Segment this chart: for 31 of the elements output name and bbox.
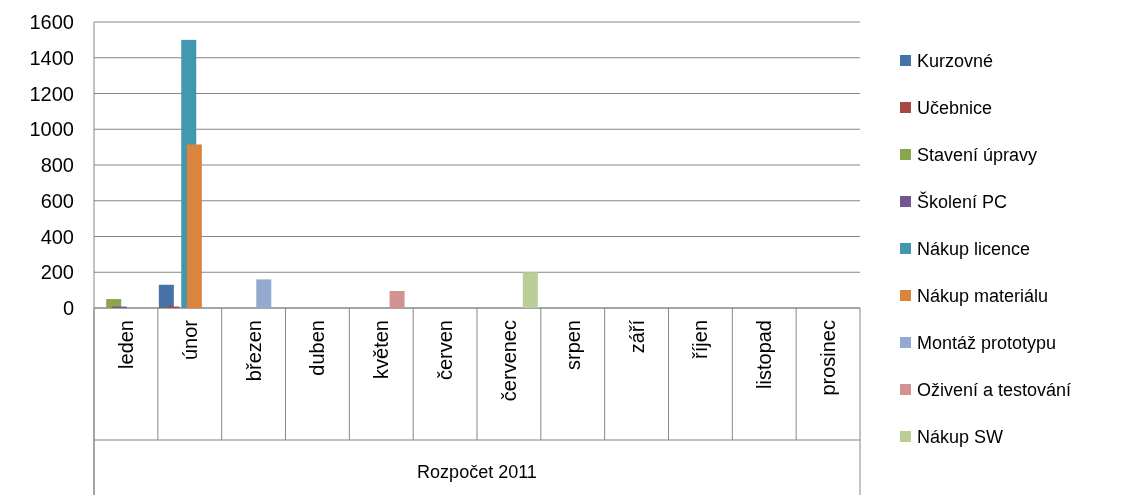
y-tick-label: 0 bbox=[62, 297, 74, 319]
legend-label: Montáž prototypu bbox=[917, 333, 1057, 354]
x-tick-label: únor bbox=[178, 319, 201, 361]
y-tick-label: 200 bbox=[40, 261, 74, 284]
x-tick-label: prosinec bbox=[817, 320, 840, 396]
x-tick-label: září bbox=[625, 319, 648, 354]
x-tick-label: červenec bbox=[497, 320, 520, 402]
y-tick-label: 1600 bbox=[29, 11, 74, 33]
legend-label: Učebnice bbox=[917, 98, 993, 119]
y-tick-label: 1000 bbox=[29, 118, 74, 141]
y-tick-label: 400 bbox=[40, 225, 74, 248]
x-tick-label: leden bbox=[114, 320, 137, 369]
y-tick-label: 1400 bbox=[29, 46, 74, 69]
y-tick-label: 1200 bbox=[29, 82, 74, 105]
x-tick-label: říjen bbox=[689, 320, 712, 359]
legend-label: Nákup materiálu bbox=[917, 286, 1049, 307]
legend-label: Nákup SW bbox=[917, 427, 1004, 448]
y-tick-label: 800 bbox=[40, 154, 74, 176]
legend-label: Školení PC bbox=[917, 191, 1008, 213]
legend-label: Stavení úpravy bbox=[917, 145, 1038, 166]
x-tick-label: květen bbox=[370, 320, 393, 379]
y-tick-label: 600 bbox=[40, 189, 74, 212]
x-tick-label: červen bbox=[434, 320, 457, 381]
x-tick-label: březen bbox=[242, 320, 265, 382]
x-tick-label: srpen bbox=[561, 320, 584, 371]
x-tick-label: duben bbox=[306, 320, 329, 376]
x-tick-label: listopad bbox=[753, 320, 776, 389]
legend-label: Oživení a testování bbox=[917, 380, 1072, 401]
legend-label: Nákup licence bbox=[917, 239, 1031, 260]
x-axis-title: Rozpočet 2011 bbox=[417, 462, 537, 482]
legend-label: Kurzovné bbox=[917, 51, 994, 72]
